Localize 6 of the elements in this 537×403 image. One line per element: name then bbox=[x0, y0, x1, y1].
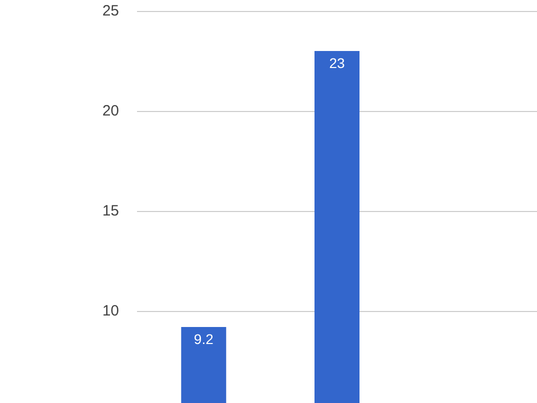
y-tick-label: 10 bbox=[102, 302, 119, 320]
y-tick-label: 20 bbox=[102, 102, 119, 120]
y-tick-label: 15 bbox=[102, 202, 119, 220]
data-label: 23 bbox=[329, 55, 345, 71]
y-tick-label: 25 bbox=[102, 2, 119, 20]
data-label: 9.2 bbox=[194, 331, 214, 347]
